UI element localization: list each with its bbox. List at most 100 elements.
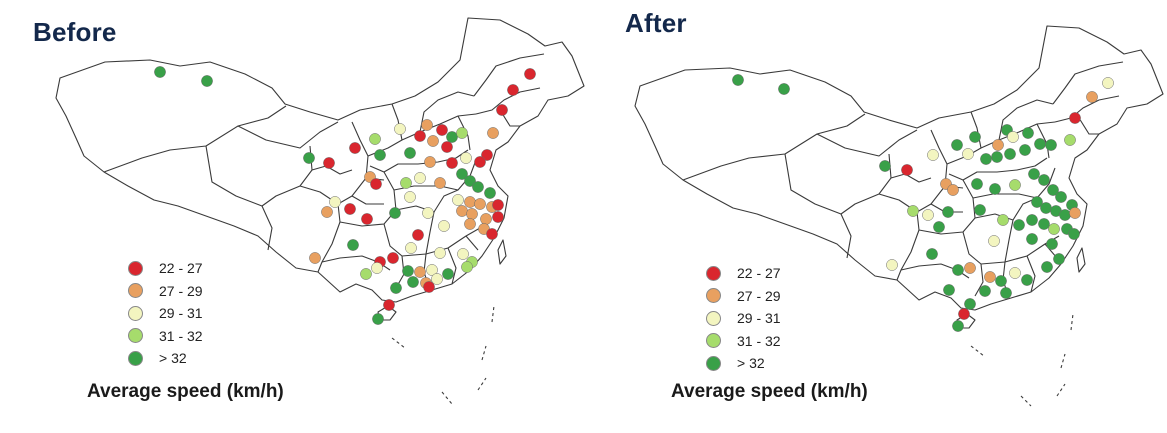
speed-point: [964, 262, 976, 274]
speed-point: [1022, 127, 1034, 139]
speed-point: [404, 147, 416, 159]
speed-point: [922, 209, 934, 221]
speed-point: [991, 151, 1003, 163]
speed-point: [1053, 253, 1065, 265]
speed-point: [1019, 144, 1031, 156]
speed-point: [402, 265, 414, 277]
speed-point: [1013, 219, 1025, 231]
speed-point: [452, 194, 464, 206]
speed-point: [1009, 179, 1021, 191]
legend-swatch: [128, 328, 143, 344]
legend-label: 29 - 31: [159, 305, 203, 322]
panel-title-after: After: [625, 8, 687, 38]
legend-swatch: [706, 310, 721, 326]
speed-point: [464, 196, 476, 208]
speed-point: [933, 221, 945, 233]
speed-point: [426, 264, 438, 276]
speed-point: [947, 184, 959, 196]
speed-point: [1004, 148, 1016, 160]
speed-point: [980, 153, 992, 165]
speed-point: [457, 248, 469, 260]
legend-item: 29 - 31: [706, 307, 781, 330]
legend-swatch: [128, 305, 143, 321]
speed-point: [1038, 174, 1050, 186]
speed-point: [309, 252, 321, 264]
speed-point: [927, 149, 939, 161]
legend-before: 22 - 27 27 - 29 29 - 31 31 - 32 > 32: [128, 257, 203, 370]
speed-point: [446, 157, 458, 169]
speed-point: [1041, 261, 1053, 273]
speed-point: [943, 284, 955, 296]
speed-point: [487, 127, 499, 139]
caption-before: Average speed (km/h): [87, 381, 284, 402]
map-before: [55, 17, 585, 405]
speed-point: [303, 152, 315, 164]
speed-point: [474, 198, 486, 210]
speed-point: [1046, 238, 1058, 250]
speed-point: [988, 235, 1000, 247]
speed-point: [371, 262, 383, 274]
speed-point: [466, 208, 478, 220]
speed-point: [907, 205, 919, 217]
speed-point: [344, 203, 356, 215]
speed-point: [438, 220, 450, 232]
speed-point: [484, 187, 496, 199]
legend-label: > 32: [737, 355, 765, 372]
legend-swatch: [128, 283, 143, 299]
speed-point: [1047, 184, 1059, 196]
speed-point: [1007, 131, 1019, 143]
legend-label: > 32: [159, 350, 187, 367]
legend-after: 22 - 27 27 - 29 29 - 31 31 - 32 > 32: [706, 262, 781, 375]
speed-point: [427, 135, 439, 147]
speed-point: [1028, 168, 1040, 180]
speed-point: [1009, 267, 1021, 279]
legend-swatch: [706, 265, 721, 281]
speed-point: [974, 204, 986, 216]
speed-point: [969, 131, 981, 143]
speed-point: [456, 127, 468, 139]
legend-swatch: [706, 288, 721, 304]
legend-item: 22 - 27: [706, 262, 781, 285]
speed-point: [1021, 274, 1033, 286]
speed-point: [507, 84, 519, 96]
speed-point: [486, 228, 498, 240]
speed-point: [942, 206, 954, 218]
speed-point: [1026, 214, 1038, 226]
legend-label: 27 - 29: [737, 287, 781, 304]
caption-after: Average speed (km/h): [671, 381, 868, 402]
legend-item: 22 - 27: [128, 257, 203, 280]
speed-point: [321, 206, 333, 218]
speed-point: [456, 168, 468, 180]
speed-point: [383, 299, 395, 311]
speed-point: [1048, 223, 1060, 235]
legend-swatch: [128, 350, 143, 366]
speed-point: [387, 252, 399, 264]
legend-item: 27 - 29: [128, 280, 203, 303]
legend-swatch: [128, 260, 143, 276]
legend-label: 31 - 32: [737, 332, 781, 349]
map-outline: [623, 25, 1164, 408]
speed-point: [1031, 196, 1043, 208]
speed-point: [421, 119, 433, 131]
speed-point: [886, 259, 898, 271]
speed-point: [323, 157, 335, 169]
speed-point: [414, 130, 426, 142]
speed-point: [472, 181, 484, 193]
legend-item: 29 - 31: [128, 302, 203, 325]
speed-point: [422, 207, 434, 219]
speed-point: [901, 164, 913, 176]
speed-point: [414, 266, 426, 278]
speed-point: [732, 74, 744, 86]
speed-point: [431, 273, 443, 285]
legend-swatch: [706, 333, 721, 349]
speed-point: [347, 239, 359, 251]
speed-point: [1045, 139, 1057, 151]
speed-point: [1040, 202, 1052, 214]
speed-point: [951, 139, 963, 151]
speed-point: [360, 268, 372, 280]
legend-label: 31 - 32: [159, 327, 203, 344]
speed-point: [964, 298, 976, 310]
speed-point: [1069, 112, 1081, 124]
legend-swatch: [706, 355, 721, 371]
panel-title-before: Before: [33, 17, 117, 47]
